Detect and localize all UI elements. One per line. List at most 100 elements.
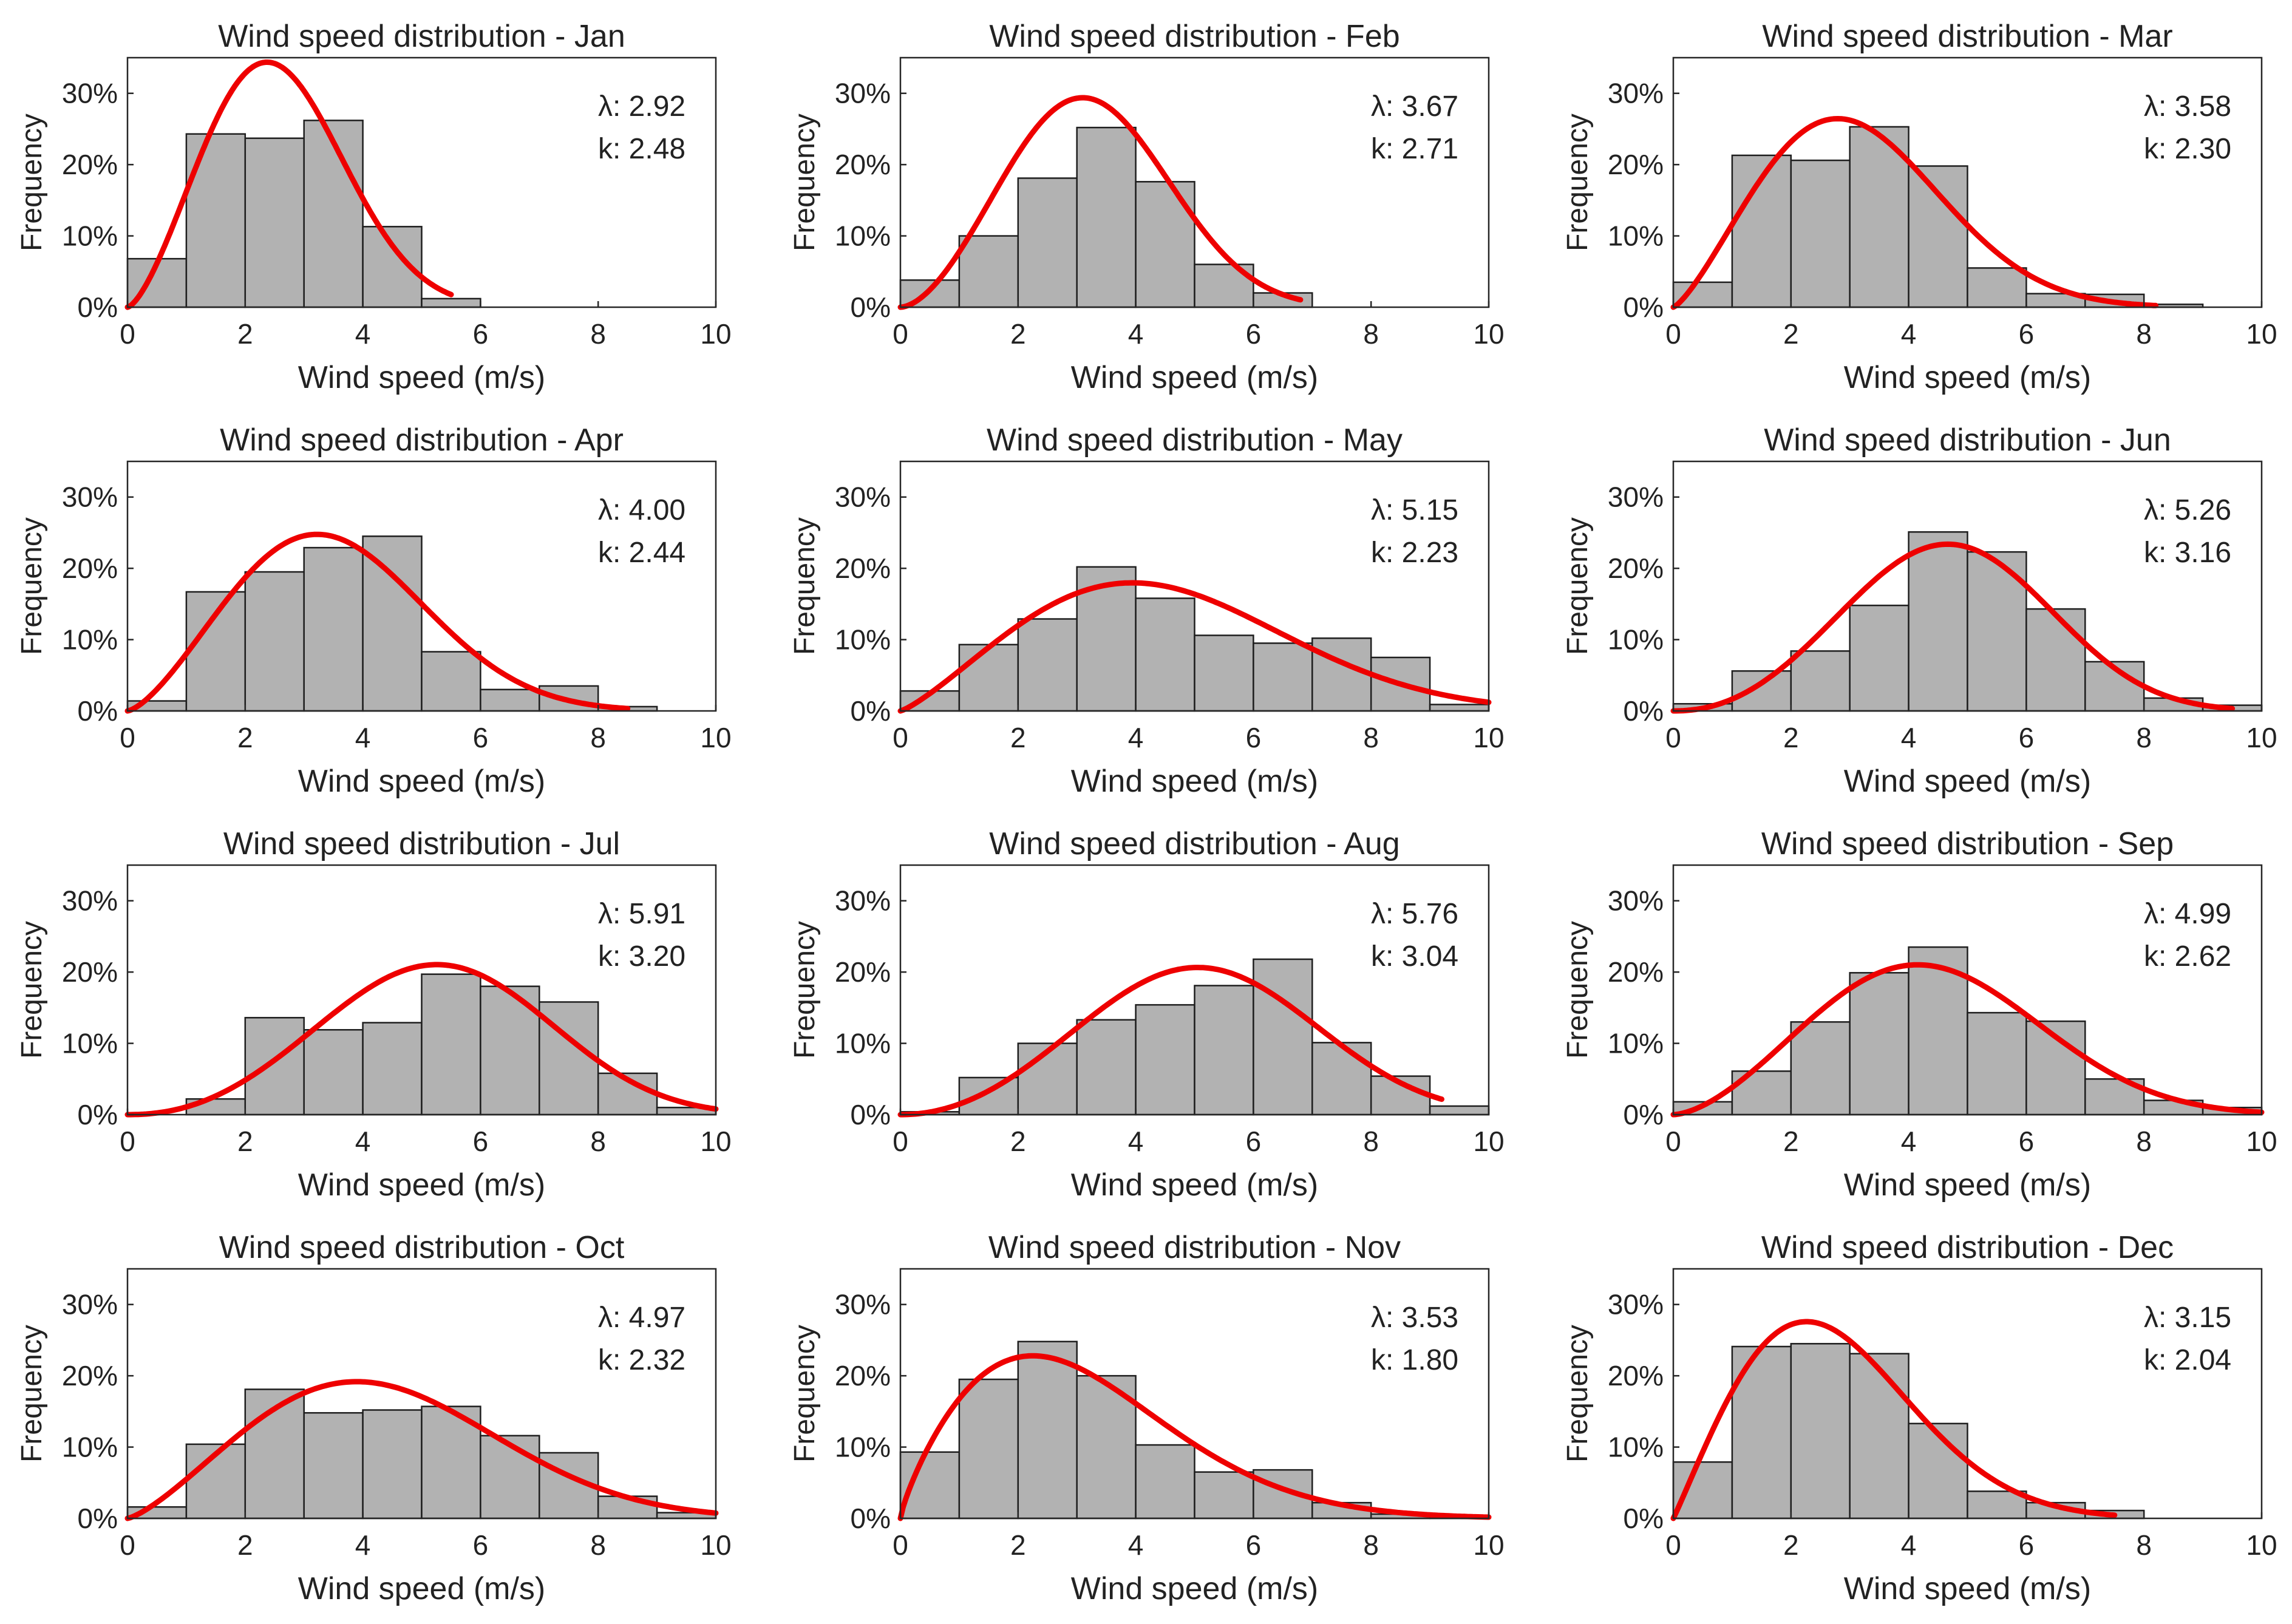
chart-title-jul: Wind speed distribution - Jul [223, 826, 620, 861]
axes-frame-dec [1672, 1268, 2263, 1520]
y-tick-label: 30% [835, 885, 891, 917]
x-tick-label: 6 [473, 318, 489, 350]
x-tick-label: 0 [1665, 1126, 1681, 1157]
x-axis-label-oct: Wind speed (m/s) [298, 1571, 545, 1606]
x-tick-label: 0 [120, 318, 135, 350]
lambda-annotation-jan: λ: 2.92 [598, 90, 685, 123]
bar-oct-5 [421, 1405, 481, 1520]
axes-frame-feb [899, 56, 1490, 308]
y-tick-label: 20% [835, 956, 891, 988]
x-tick-label: 8 [1363, 722, 1379, 753]
axes-frame-mar [1672, 56, 2263, 308]
x-tick-label: 0 [120, 722, 135, 753]
bar-feb-3 [1076, 126, 1137, 308]
bar-may-9 [1429, 704, 1490, 712]
bar-jul-5 [421, 973, 481, 1116]
x-tick-label: 10 [2246, 318, 2277, 350]
bar-jan-2 [244, 137, 305, 308]
lambda-annotation-aug: λ: 5.76 [1371, 898, 1458, 930]
weibull-fit-line-oct [124, 1379, 719, 1521]
weibull-fit-line-sep [1670, 962, 2265, 1118]
chart-jul: 0 2 4 6 8 10 0% 10% 20% 30% Wind speed distributio… [16, 826, 732, 1203]
x-tick-label: 6 [2019, 722, 2035, 753]
x-tick-label: 10 [2246, 1529, 2277, 1561]
x-tick-label: 4 [355, 1529, 371, 1561]
x-axis-label-jun: Wind speed (m/s) [1844, 764, 2091, 799]
y-tick-label: 0% [1624, 1099, 1664, 1130]
k-annotation-jun: k: 3.16 [2144, 537, 2231, 569]
x-tick-label: 4 [1128, 1529, 1144, 1561]
bar-feb-4 [1135, 181, 1195, 308]
bar-sep-7 [2084, 1078, 2145, 1116]
bar-nov-5 [1194, 1471, 1254, 1520]
y-tick-label: 30% [1608, 1289, 1664, 1320]
x-tick-label: 6 [1246, 722, 1262, 753]
chart-title-mar: Wind speed distribution - Mar [1762, 19, 2172, 54]
bar-jul-3 [303, 1029, 364, 1116]
y-axis-label-nov: Frequency [789, 1325, 821, 1463]
weibull-fit-line-mar [1670, 116, 2159, 310]
x-axis-label-aug: Wind speed (m/s) [1071, 1167, 1318, 1203]
x-tick-label: 8 [1363, 1126, 1379, 1157]
x-tick-label: 4 [355, 318, 371, 350]
x-tick-label: 8 [1363, 1529, 1379, 1561]
lambda-annotation-mar: λ: 3.58 [2144, 90, 2231, 123]
x-tick-label: 8 [590, 318, 606, 350]
y-tick-label: 10% [1608, 1028, 1664, 1059]
x-tick-label: 4 [1901, 1529, 1917, 1561]
bar-aug-5 [1194, 985, 1254, 1116]
x-tick-label: 2 [1010, 318, 1026, 350]
x-tick-label: 8 [590, 722, 606, 753]
y-tick-label: 30% [835, 481, 891, 513]
y-tick-label: 0% [851, 1503, 891, 1534]
y-tick-label: 30% [1608, 885, 1664, 917]
bar-aug-7 [1311, 1042, 1372, 1116]
x-tick-label: 0 [120, 1126, 135, 1157]
x-tick-label: 4 [1128, 318, 1144, 350]
x-tick-label: 4 [1128, 722, 1144, 753]
bar-aug-4 [1135, 1004, 1195, 1116]
x-tick-label: 2 [237, 1126, 253, 1157]
x-tick-label: 2 [1010, 1126, 1026, 1157]
y-tick-label: 20% [835, 1360, 891, 1391]
k-annotation-may: k: 2.23 [1371, 537, 1458, 569]
bar-oct-6 [480, 1435, 540, 1520]
y-tick-label: 30% [1608, 78, 1664, 109]
y-tick-label: 0% [78, 291, 118, 323]
x-tick-label: 8 [2136, 1126, 2152, 1157]
bar-may-1 [958, 644, 1019, 712]
axes-frame-oct [126, 1268, 717, 1520]
chart-title-sep: Wind speed distribution - Sep [1761, 826, 2174, 861]
chart-title-nov: Wind speed distribution - Nov [988, 1230, 1401, 1265]
weibull-fit-line-aug [897, 965, 1444, 1118]
y-tick-label: 10% [62, 1432, 118, 1463]
chart-apr: 0 2 4 6 8 10 0% 10% 20% 30% Wind speed distributio… [16, 423, 732, 799]
y-tick-label: 20% [1608, 552, 1664, 584]
y-tick-label: 30% [835, 78, 891, 109]
bar-aug-9 [1429, 1105, 1490, 1116]
x-axis-label-apr: Wind speed (m/s) [298, 764, 545, 799]
x-tick-label: 4 [1901, 722, 1917, 753]
y-axis-label-apr: Frequency [16, 517, 48, 655]
chart-feb: 0 2 4 6 8 10 0% 10% 20% 30% Wind speed distributio… [789, 19, 1505, 395]
axes-frame-nov [899, 1268, 1490, 1520]
bar-may-2 [1017, 618, 1078, 712]
k-annotation-sep: k: 2.62 [2144, 940, 2231, 973]
bar-aug-3 [1076, 1019, 1137, 1116]
bar-mar-2 [1790, 159, 1851, 308]
y-tick-label: 20% [1608, 1360, 1664, 1391]
x-tick-label: 6 [2019, 1529, 2035, 1561]
y-tick-label: 30% [1608, 481, 1664, 513]
k-annotation-nov: k: 1.80 [1371, 1344, 1458, 1376]
bar-mar-5 [1967, 267, 2027, 308]
bar-apr-1 [185, 591, 247, 712]
bar-dec-4 [1908, 1422, 1968, 1520]
axes-frame-sep [1672, 864, 2263, 1116]
chart-title-feb: Wind speed distribution - Feb [989, 19, 1399, 54]
chart-jun: 0 2 4 6 8 10 0% 10% 20% 30% Wind speed distributio… [1562, 423, 2277, 799]
bar-dec-0 [1672, 1461, 1733, 1520]
y-axis-label-feb: Frequency [789, 114, 821, 251]
bar-aug-6 [1253, 958, 1313, 1116]
chart-nov: 0 2 4 6 8 10 0% 10% 20% 30% Wind speed distributio… [789, 1230, 1505, 1606]
axes-frame-apr [126, 460, 717, 712]
